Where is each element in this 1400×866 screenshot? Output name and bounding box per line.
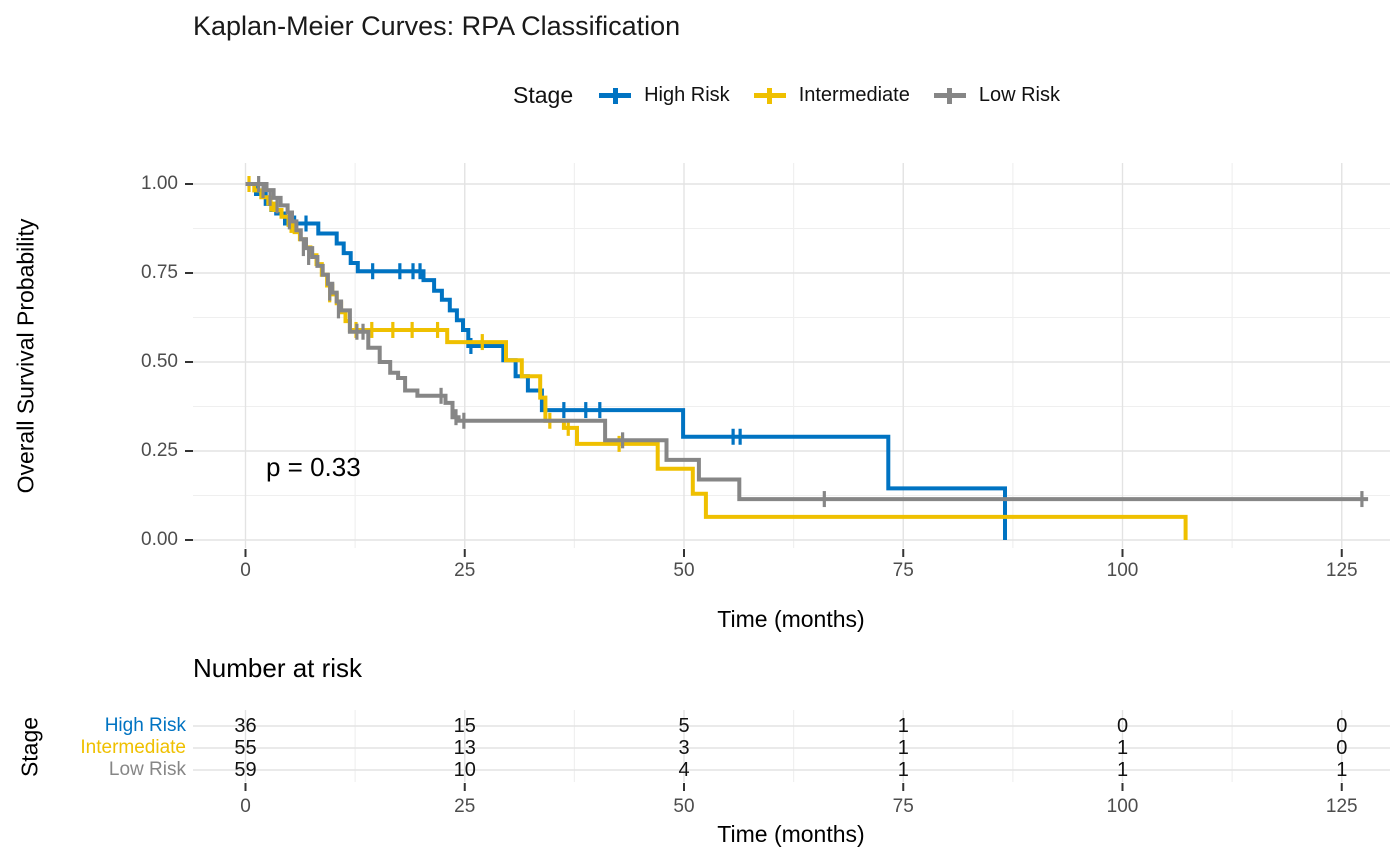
plus-key-icon: [753, 86, 786, 106]
x-tick-label: 25: [454, 560, 476, 581]
x-axis-title: Time (months): [717, 606, 865, 632]
risk-x-tick-label: 125: [1325, 796, 1358, 817]
legend-title: Stage: [513, 82, 574, 108]
risk-count: 59: [234, 759, 257, 781]
risk-count: 4: [678, 759, 690, 781]
x-tick-label: 125: [1325, 560, 1358, 581]
risk-count: 1: [897, 759, 909, 781]
risk-x-tick-label: 75: [892, 796, 914, 817]
risk-x-tick-label: 100: [1106, 796, 1139, 817]
p-value-annotation: p = 0.33: [266, 452, 361, 482]
risk-count: 1: [1336, 759, 1348, 781]
km-curve-low-risk: [245, 182, 1369, 502]
risk-row-label-intermediate: Intermediate: [80, 737, 186, 758]
x-tick-label: 50: [673, 560, 695, 581]
y-axis-title: Overall Survival Probability: [12, 218, 39, 494]
y-tick-label: 0.50: [141, 351, 178, 372]
risk-count: 0: [1336, 737, 1348, 759]
plus-key-icon: [933, 86, 966, 106]
risk-count: 1: [1116, 737, 1129, 759]
legend-item-label: Intermediate: [798, 84, 910, 106]
plus-key-icon: [599, 86, 632, 106]
risk-count: 13: [453, 737, 476, 759]
legend-item-high-risk: High Risk: [599, 84, 730, 107]
risk-x-tick-label: 25: [454, 796, 476, 817]
risk-x-tick-label: 0: [240, 796, 251, 817]
x-tick-label: 0: [240, 560, 251, 581]
risk-row-label-high-risk: High Risk: [104, 715, 186, 736]
risk-count: 1: [1116, 759, 1129, 781]
km-curve-high-risk: [245, 182, 1007, 540]
risk-count: 0: [1336, 715, 1348, 737]
y-tick-label: 0.00: [141, 529, 178, 550]
y-tick-label: 0.75: [141, 262, 178, 283]
risk-x-axis-title: Time (months): [717, 821, 865, 847]
x-tick-label: 100: [1106, 560, 1139, 581]
legend-item-label: High Risk: [644, 84, 730, 106]
risk-count: 10: [453, 759, 476, 781]
risk-count: 0: [1116, 715, 1129, 737]
risk-count: 5: [678, 715, 690, 737]
risk-count: 3: [678, 737, 690, 759]
legend-item-low-risk: Low Risk: [933, 84, 1060, 107]
legend-item-label: Low Risk: [978, 84, 1060, 106]
y-tick-label: 0.25: [141, 440, 178, 461]
legend-item-intermediate: Intermediate: [753, 84, 910, 107]
legend: Stage High Risk Intermediate Low Risk: [183, 82, 1390, 109]
risk-count: 55: [234, 737, 257, 759]
y-tick-label: 1.00: [141, 173, 178, 194]
page-title: Kaplan-Meier Curves: RPA Classification: [193, 11, 681, 41]
risk-count: 15: [453, 715, 476, 737]
risk-table-title: Number at risk: [193, 653, 363, 683]
risk-count: 1: [897, 737, 909, 759]
risk-count: 1: [897, 715, 909, 737]
risk-count: 36: [234, 715, 257, 737]
x-tick-label: 75: [892, 560, 914, 581]
risk-row-label-low-risk: Low Risk: [108, 759, 186, 780]
risk-x-tick-label: 50: [673, 796, 695, 817]
